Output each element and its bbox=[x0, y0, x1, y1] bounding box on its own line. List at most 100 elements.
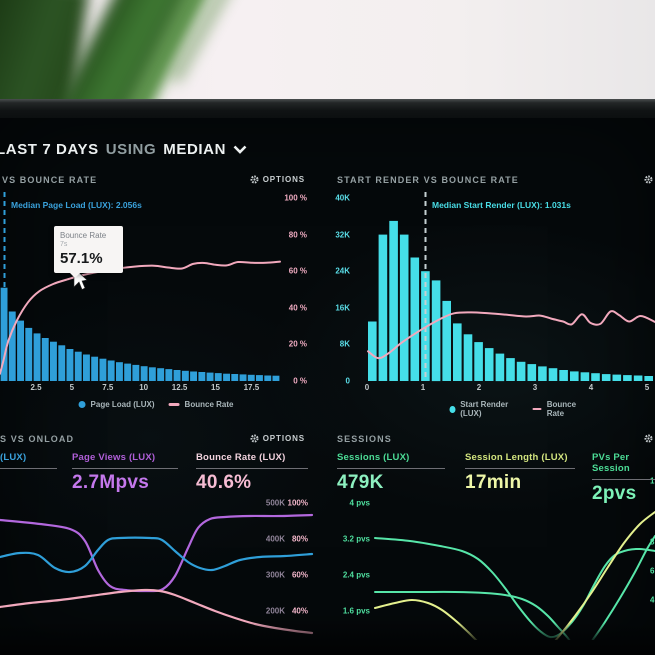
stat-underline bbox=[196, 468, 308, 469]
options-button-sessions[interactable] bbox=[644, 434, 653, 443]
right-axis-label-pct: 40% bbox=[291, 606, 308, 616]
legend-dot-swatch bbox=[78, 401, 86, 408]
stat-label: Sessions (LUX) bbox=[337, 452, 410, 463]
right-axis-label-pageviews: 400K bbox=[265, 534, 285, 544]
x-axis-label-seconds: 5 bbox=[644, 383, 650, 392]
options-label: OPTIONS bbox=[262, 175, 305, 184]
stat-column: Bounce Rate (LUX) 40.6% bbox=[196, 452, 308, 494]
panel-title-pageload-vs-bounce: VS BOUNCE RATE bbox=[2, 175, 98, 185]
range-label: LAST 7 DAYS bbox=[0, 141, 99, 158]
y-axis-label-count: 40K bbox=[335, 193, 350, 203]
right-axis-label-pageviews: 200K bbox=[265, 606, 285, 616]
left-axis-label-pvs: 1.6 pvs bbox=[342, 606, 370, 616]
stat-label: Session Length (LUX) bbox=[465, 452, 568, 463]
legend-label: Page Load (LUX) bbox=[90, 400, 155, 409]
x-axis-label-seconds: 7.5 bbox=[102, 383, 114, 392]
stat-value: 479K bbox=[337, 472, 384, 493]
median-page-load-annotation: Median Page Load (LUX): 2.056s bbox=[11, 200, 142, 210]
stat-column: Page Views (LUX) 2.7Mpvs bbox=[72, 452, 178, 494]
options-button-startrender[interactable] bbox=[644, 175, 653, 184]
gear-icon bbox=[644, 175, 653, 184]
options-button-onload[interactable]: OPTIONS bbox=[250, 434, 305, 443]
x-axis-label-seconds: 17.5 bbox=[243, 383, 260, 392]
onload-chart-area[interactable] bbox=[0, 498, 316, 638]
y-axis-label-count: 16K bbox=[335, 303, 350, 313]
legend-label: Start Render (LUX) bbox=[460, 400, 509, 418]
y-axis-label-pct: 0 % bbox=[293, 376, 307, 386]
stat-underline bbox=[337, 468, 445, 469]
metric-label: MEDIAN bbox=[163, 141, 227, 158]
options-label: OPTIONS bbox=[262, 434, 305, 443]
legend-item[interactable]: Bounce Rate bbox=[168, 400, 234, 409]
tooltip-value: 57.1% bbox=[60, 250, 103, 267]
legend-label: Bounce Rate bbox=[546, 400, 577, 418]
stat-label: PVs Per Session bbox=[592, 452, 630, 474]
panel-title-startrender-vs-bounce: START RENDER VS BOUNCE RATE bbox=[337, 175, 519, 185]
x-axis-label-seconds: 2.5 bbox=[30, 383, 42, 392]
y-axis-label-count: 24K bbox=[335, 266, 350, 276]
left-axis-label-pvs: 3.2 pvs bbox=[342, 534, 370, 544]
y-axis-label-pct: 100 % bbox=[284, 193, 307, 203]
stat-underline bbox=[592, 479, 655, 480]
y-axis-label-count: 8K bbox=[339, 339, 350, 349]
gear-icon bbox=[644, 434, 653, 443]
x-axis-label-seconds: 15 bbox=[211, 383, 220, 392]
legend-line-swatch bbox=[532, 407, 542, 411]
tooltip-x-value: 7s bbox=[60, 241, 68, 248]
y-axis-label-pct: 20 % bbox=[288, 339, 307, 349]
stat-label: Bounce Rate (LUX) bbox=[196, 452, 286, 463]
left-axis-label-pvs: 4 pvs bbox=[349, 498, 370, 508]
x-axis-label-seconds: 3 bbox=[532, 383, 538, 392]
stat-underline bbox=[0, 468, 57, 469]
right-axis-label-pct: 100% bbox=[287, 498, 308, 508]
monitor-bezel bbox=[0, 99, 655, 120]
gear-icon bbox=[250, 175, 259, 184]
legend-dot-swatch bbox=[449, 405, 456, 413]
legend-line-swatch bbox=[168, 403, 180, 406]
using-label: USING bbox=[105, 141, 157, 158]
legend-item[interactable]: Bounce Rate bbox=[532, 400, 587, 418]
stat-value: 2pvs bbox=[592, 483, 637, 504]
right-axis-label-fragment: 6 bbox=[650, 566, 655, 576]
stat-label: Page Views (LUX) bbox=[72, 452, 156, 463]
y-axis-label-pct: 40 % bbox=[288, 303, 307, 313]
x-axis-label-seconds: 2 bbox=[476, 383, 482, 392]
stat-value: 40.6% bbox=[196, 472, 252, 493]
y-axis-label-pct: 80 % bbox=[288, 230, 307, 240]
right-axis-label-pct: 60% bbox=[291, 570, 308, 580]
tooltip-title: Bounce Rate bbox=[60, 231, 107, 240]
median-start-render-annotation: Median Start Render (LUX): 1.031s bbox=[432, 200, 571, 210]
y-axis-label-count: 32K bbox=[335, 230, 350, 240]
x-axis-label-seconds: 5 bbox=[69, 383, 75, 392]
stat-label: (LUX) bbox=[0, 452, 27, 463]
stat-underline bbox=[72, 468, 178, 469]
left-axis-label-pvs: 2.4 pvs bbox=[342, 570, 370, 580]
stat-value: 17min bbox=[465, 472, 522, 493]
right-axis-label-pageviews: 300K bbox=[265, 570, 285, 580]
panel-title-onload: S VS ONLOAD bbox=[0, 434, 75, 444]
legend-pageload: Page Load (LUX) Bounce Rate bbox=[78, 400, 234, 409]
options-button-pageload[interactable]: OPTIONS bbox=[250, 175, 305, 184]
bounce-rate-tooltip: Bounce Rate 7s 57.1% bbox=[54, 226, 123, 278]
page-load-chart-area[interactable] bbox=[0, 193, 282, 383]
start-render-chart-area[interactable] bbox=[360, 193, 655, 383]
x-axis-label-seconds: 12.5 bbox=[171, 383, 188, 392]
legend-item[interactable]: Page Load (LUX) bbox=[78, 400, 155, 409]
legend-item[interactable]: Start Render (LUX) bbox=[449, 400, 519, 418]
dashboard-screen bbox=[0, 118, 655, 655]
date-range-selector[interactable]: LAST 7 DAYS USING MEDIAN bbox=[0, 141, 247, 158]
y-axis-label-count: 0 bbox=[345, 376, 350, 386]
stat-column: (LUX) bbox=[0, 452, 57, 469]
right-axis-label-fragment: 4 bbox=[650, 595, 655, 605]
chevron-down-icon bbox=[233, 145, 247, 154]
sessions-chart-area[interactable] bbox=[370, 498, 655, 638]
right-axis-label-fragment: 1 bbox=[650, 476, 655, 486]
right-axis-label-pct: 80% bbox=[291, 534, 308, 544]
panel-title-sessions: SESSIONS bbox=[337, 434, 392, 444]
stat-underline bbox=[465, 468, 575, 469]
stat-column: Sessions (LUX) 479K bbox=[337, 452, 445, 494]
legend-label: Bounce Rate bbox=[184, 400, 234, 409]
legend-startrender: Start Render (LUX) Bounce Rate bbox=[449, 400, 587, 418]
